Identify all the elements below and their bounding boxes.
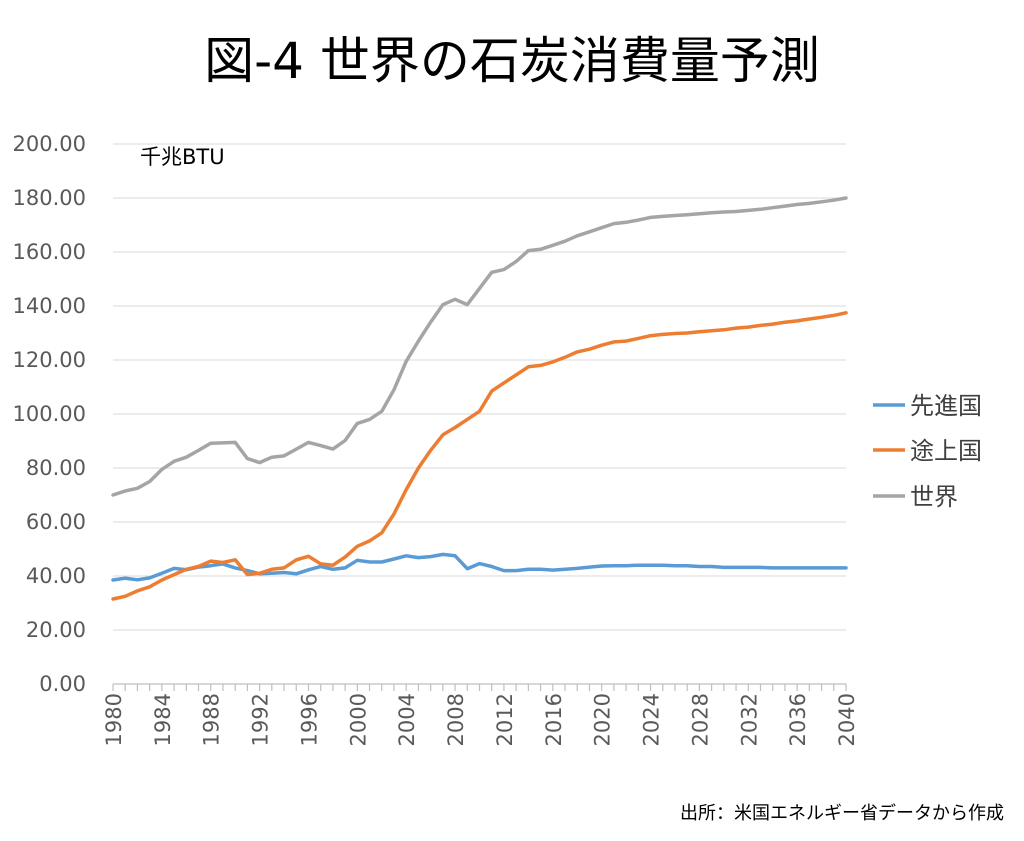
y-tick-label: 140.00 [13,294,86,318]
x-tick-label: 2032 [737,693,761,746]
y-axis-tick-labels: 0.00 20.00 40.00 60.00 80.00 100.00 120.00 140.… [13,132,86,696]
y-tick-label: 100.00 [13,402,86,426]
x-tick-label: 2000 [346,693,370,746]
y-tick-label: 20.00 [26,618,86,642]
x-tick-label: 2036 [786,693,810,746]
legend-label-1: 途上国 [910,437,982,465]
series-line-0 [111,552,848,582]
y-tick-label: 200.00 [13,132,86,156]
x-tick-label: 2028 [688,693,712,746]
x-tick-label: 1992 [249,693,273,746]
x-tick-label: 1996 [297,693,321,746]
series-line-2 [111,196,848,497]
y-tick-label: 60.00 [26,510,86,534]
x-tick-label: 2016 [542,693,566,746]
chart-title: 図-4 世界の石炭消費量予測 [204,32,820,90]
y-tick-label: 0.00 [39,672,86,696]
x-tick-label: 1988 [200,693,224,746]
x-tick-label: 2008 [444,693,468,746]
x-tick-label: 1984 [151,693,175,746]
x-tick-label: 2040 [835,693,859,746]
x-tick-label: 2020 [591,693,615,746]
x-axis [112,683,847,691]
y-tick-label: 80.00 [26,456,86,480]
unit-label: 千兆BTU [140,145,225,169]
x-tick-label: 2004 [395,693,419,746]
legend-label-2: 世界 [910,483,958,511]
gridlines [113,143,846,631]
y-tick-label: 160.00 [13,240,86,264]
legend-label-0: 先進国 [910,392,982,420]
x-tick-label: 2012 [493,693,517,746]
y-tick-label: 180.00 [13,186,86,210]
y-tick-label: 40.00 [26,564,86,588]
series-lines [111,196,848,601]
series-line-1 [111,311,848,601]
x-axis-tick-labels: 1980 1984 1988 1992 1996 2000 2004 2008 2012 2016… [102,693,859,746]
x-tick-label: 2024 [640,693,664,746]
y-tick-label: 120.00 [13,348,86,372]
x-tick-label: 1980 [102,693,126,746]
source-note: 出所：米国エネルギー省データから作成 [680,803,1004,824]
